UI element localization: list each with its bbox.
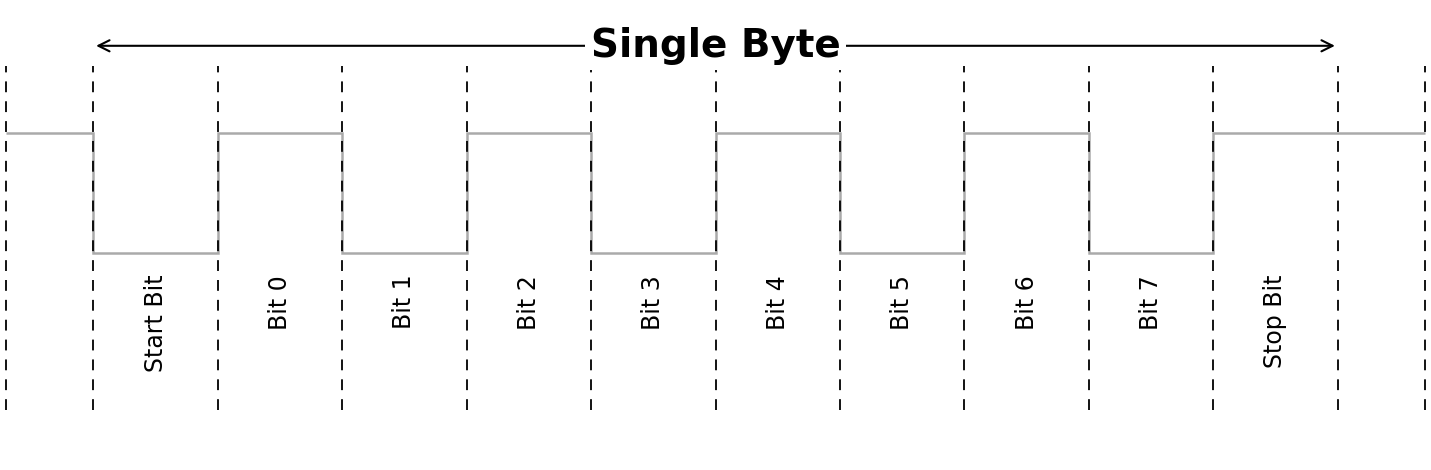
Text: Bit 3: Bit 3 — [641, 275, 665, 329]
Text: Bit 4: Bit 4 — [766, 275, 790, 329]
Text: Bit 5: Bit 5 — [890, 275, 914, 330]
Text: Bit 0: Bit 0 — [268, 275, 292, 329]
Text: Single Byte: Single Byte — [591, 27, 840, 65]
Text: Start Bit: Start Bit — [143, 275, 167, 372]
Text: Bit 6: Bit 6 — [1015, 275, 1039, 329]
Text: Bit 2: Bit 2 — [517, 275, 541, 329]
Text: Stop Bit: Stop Bit — [1264, 275, 1288, 368]
Text: Bit 7: Bit 7 — [1139, 275, 1163, 329]
Text: Bit 1: Bit 1 — [392, 275, 416, 329]
